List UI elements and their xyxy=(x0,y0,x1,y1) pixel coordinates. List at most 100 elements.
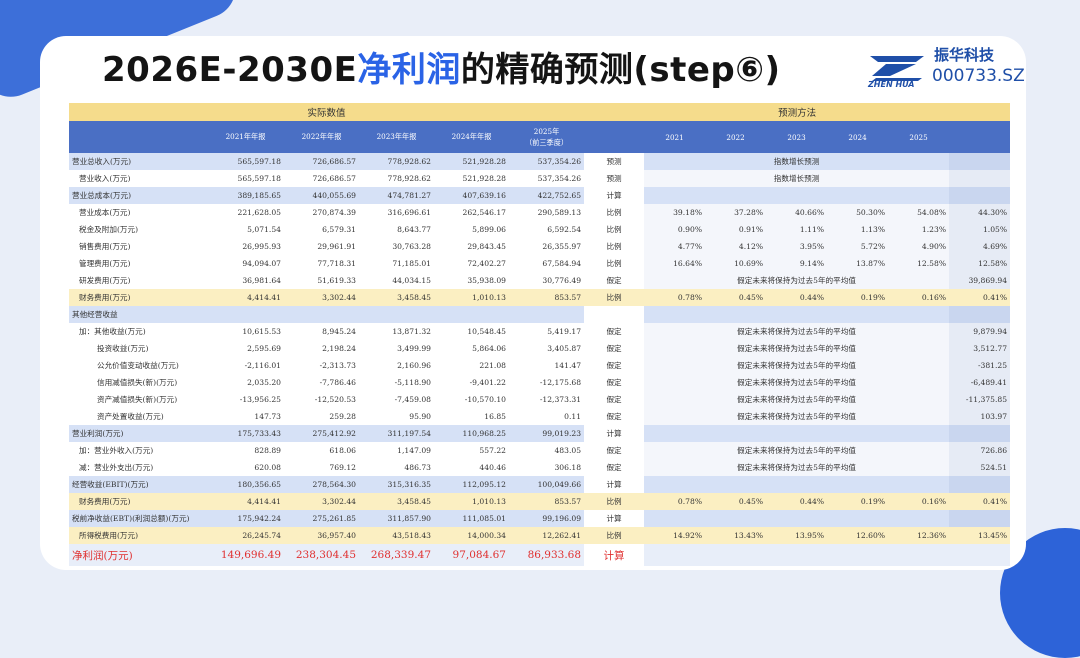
value-cell: 311,857.90 xyxy=(359,510,434,527)
table-row: 公允价值变动收益(万元) -2,116.01 -2,313.73 2,160.96 22… xyxy=(69,357,1011,374)
value-cell: 180,356.65 xyxy=(207,476,284,493)
value-cell: 275,412.92 xyxy=(284,425,359,442)
year-2025-top: 2025年 xyxy=(533,127,560,136)
ratio-cell: 1.11% xyxy=(766,221,828,238)
value-cell: 483.05 xyxy=(554,446,582,455)
row-label: 营业总收入(万元) xyxy=(69,153,207,170)
value-cell: -13,956.25 xyxy=(239,395,281,404)
stock-code: 000733.SZ xyxy=(932,66,1025,86)
actual-values-label: 实际数值 xyxy=(307,108,346,119)
forecast-value-cell: 0.41% xyxy=(949,493,1011,510)
value-cell: 94,094.07 xyxy=(242,259,281,268)
value-cell: 44,034.15 xyxy=(392,276,431,285)
value-cell: 26,355.97 xyxy=(542,242,582,251)
value-cell: 141.47 xyxy=(554,361,582,370)
ratio-cell: 4.90% xyxy=(888,238,950,255)
method-cell: 比例 xyxy=(584,221,645,238)
row-label: 税金及附加(万元) xyxy=(79,225,139,234)
value-cell: 99,196.09 xyxy=(509,510,585,527)
forecast-value-cell: 0.41% xyxy=(949,289,1011,306)
forecast-value-cell: 39,869.94 xyxy=(949,272,1011,289)
table-row: 财务费用(万元) 4,414.41 3,302.44 3,458.45 1,010.13… xyxy=(69,493,1011,510)
forecast-value-cell: 1.05% xyxy=(949,221,1011,238)
ratio-cell: 12.36% xyxy=(888,527,950,544)
value-cell: 778,928.62 xyxy=(359,153,434,170)
value-cell: 853.57 xyxy=(509,289,585,306)
value-cell: 221.08 xyxy=(479,361,506,370)
value-cell: 565,597.18 xyxy=(207,153,284,170)
ratio-cell: 0.78% xyxy=(644,493,706,510)
method-note-cell: 假定未来将保持为过去5年的平均值 xyxy=(644,357,950,374)
table-row: 所得税费用(万元) 26,245.74 36,957.40 43,518.43 14,0… xyxy=(69,527,1011,544)
value-cell: 221,628.05 xyxy=(237,208,281,217)
value-cell: 1,010.13 xyxy=(434,289,509,306)
method-cell: 计算 xyxy=(584,187,645,204)
forecast-blank-cell xyxy=(949,306,1011,323)
ratio-cell: 16.64% xyxy=(644,255,706,272)
row-label: 经营收益(EBIT)(万元) xyxy=(69,476,207,493)
table-row: 加：营业外收入(万元) 828.89 618.06 1,147.09 557.22 483… xyxy=(69,442,1011,459)
ratio-cell: 0.78% xyxy=(644,289,706,306)
ratio-cell: 0.44% xyxy=(766,493,828,510)
value-cell: 8,643.77 xyxy=(397,225,431,234)
header-last-blank xyxy=(949,121,1011,153)
method-note-cell: 指数增长预测 xyxy=(644,153,950,170)
value-cell: 537,354.26 xyxy=(537,174,582,183)
value-cell: -12,175.68 xyxy=(539,378,582,387)
ratio-cell: 1.13% xyxy=(827,221,889,238)
row-label: 销售费用(万元) xyxy=(79,242,131,251)
year-header-actual: 2023年年报 xyxy=(359,121,434,153)
value-cell: 3,405.87 xyxy=(547,344,582,353)
predict-blank-cell xyxy=(644,476,950,493)
table-row: 其他经营收益 xyxy=(69,306,1011,323)
value-cell: 10,615.53 xyxy=(242,327,281,336)
table-row: 管理费用(万元) 94,094.07 77,718.31 71,185.01 72,40… xyxy=(69,255,1011,272)
value-cell: 51,619.33 xyxy=(317,276,356,285)
table-row: 财务费用(万元) 4,414.41 3,302.44 3,458.45 1,010.13… xyxy=(69,289,1011,306)
value-cell: 36,957.40 xyxy=(284,527,359,544)
title-part2: 的精确预测(step⑥) xyxy=(460,50,781,90)
method-cell: 假定 xyxy=(584,408,645,425)
row-label: 公允价值变动收益(万元) xyxy=(97,361,179,370)
value-cell: 175,942.24 xyxy=(207,510,284,527)
value-cell: 3,458.45 xyxy=(359,493,434,510)
ratio-cell: 10.69% xyxy=(705,255,767,272)
value-cell: 2,595.69 xyxy=(247,344,281,353)
value-cell: -7,459.08 xyxy=(394,395,431,404)
value-cell: 407,639.16 xyxy=(434,187,509,204)
ratio-cell: 0.19% xyxy=(827,493,889,510)
forecast-value-cell xyxy=(949,170,1011,187)
value-cell: 6,592.54 xyxy=(547,225,582,234)
prediction-method-label: 预测方法 xyxy=(778,108,817,119)
value-cell: 86,933.68 xyxy=(509,544,585,566)
method-note-cell: 假定未来将保持为过去5年的平均值 xyxy=(644,459,950,476)
row-label: 营业利润(万元) xyxy=(69,425,207,442)
value-cell: 389,185.65 xyxy=(207,187,284,204)
method-cell: 比例 xyxy=(584,493,645,510)
value-cell xyxy=(434,306,509,323)
value-cell: 0.11 xyxy=(564,412,582,421)
company-logo: ZHEN HUA 振华科技 000733.SZ xyxy=(866,44,1026,92)
ratio-cell: 5.72% xyxy=(827,238,889,255)
forecast-blank-cell xyxy=(949,476,1011,493)
year-2025-bottom: （前三季度） xyxy=(524,138,569,147)
value-cell: 2,035.20 xyxy=(247,378,281,387)
row-label: 信用减值损失(新)(万元) xyxy=(97,378,178,387)
forecast-value-cell: 524.51 xyxy=(949,459,1011,476)
ratio-cell: 0.16% xyxy=(888,289,950,306)
ratio-cell: 14.92% xyxy=(644,527,706,544)
header-blank-cell xyxy=(69,121,207,153)
ratio-cell: 0.19% xyxy=(827,289,889,306)
method-cell: 比例 xyxy=(584,289,645,306)
table-row: 税金及附加(万元) 5,071.54 6,579.31 8,643.77 5,899.0… xyxy=(69,221,1011,238)
forecast-blank-cell xyxy=(949,510,1011,527)
table-row: 减：营业外支出(万元) 620.08 769.12 486.73 440.46 306.1… xyxy=(69,459,1011,476)
table-row: 营业利润(万元) 175,733.43 275,412.92 311,197.54 11… xyxy=(69,425,1011,442)
value-cell: -2,313.73 xyxy=(319,361,356,370)
method-cell: 计算 xyxy=(584,544,645,566)
method-cell: 假定 xyxy=(584,442,645,459)
row-label: 减：营业外支出(万元) xyxy=(79,463,154,472)
ratio-cell: 13.43% xyxy=(705,527,767,544)
method-cell: 计算 xyxy=(584,510,645,527)
value-cell: 72,402.27 xyxy=(467,259,506,268)
